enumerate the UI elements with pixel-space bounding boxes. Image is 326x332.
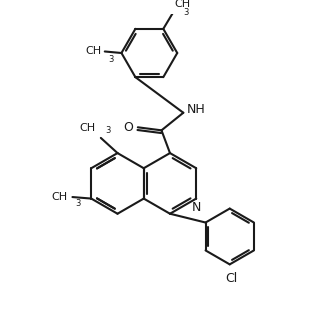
Text: CH: CH <box>174 0 190 9</box>
Text: 3: 3 <box>76 199 81 208</box>
Text: CH: CH <box>79 124 96 133</box>
Text: 3: 3 <box>105 126 111 135</box>
Text: O: O <box>124 121 133 134</box>
Text: NH: NH <box>187 103 206 116</box>
Text: CH: CH <box>85 46 101 56</box>
Text: Cl: Cl <box>225 272 237 285</box>
Text: 3: 3 <box>183 8 188 17</box>
Text: 3: 3 <box>108 54 113 63</box>
Text: CH: CH <box>52 192 68 202</box>
Text: N: N <box>192 201 201 214</box>
